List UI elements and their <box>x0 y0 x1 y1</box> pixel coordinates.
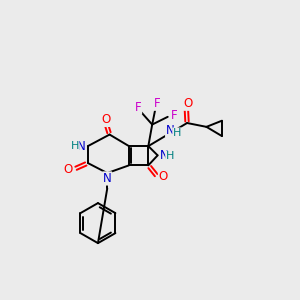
Text: H: H <box>173 128 181 138</box>
Text: F: F <box>171 109 177 122</box>
Text: N: N <box>166 124 174 137</box>
Text: N: N <box>76 140 85 153</box>
Text: O: O <box>101 113 110 126</box>
Text: O: O <box>64 163 73 176</box>
Text: O: O <box>158 170 168 183</box>
Text: N: N <box>103 172 112 185</box>
Text: F: F <box>154 97 160 110</box>
Text: O: O <box>183 97 193 110</box>
Text: F: F <box>135 101 142 114</box>
Text: H: H <box>70 141 79 151</box>
Text: H: H <box>166 151 174 161</box>
Text: N: N <box>160 149 168 162</box>
